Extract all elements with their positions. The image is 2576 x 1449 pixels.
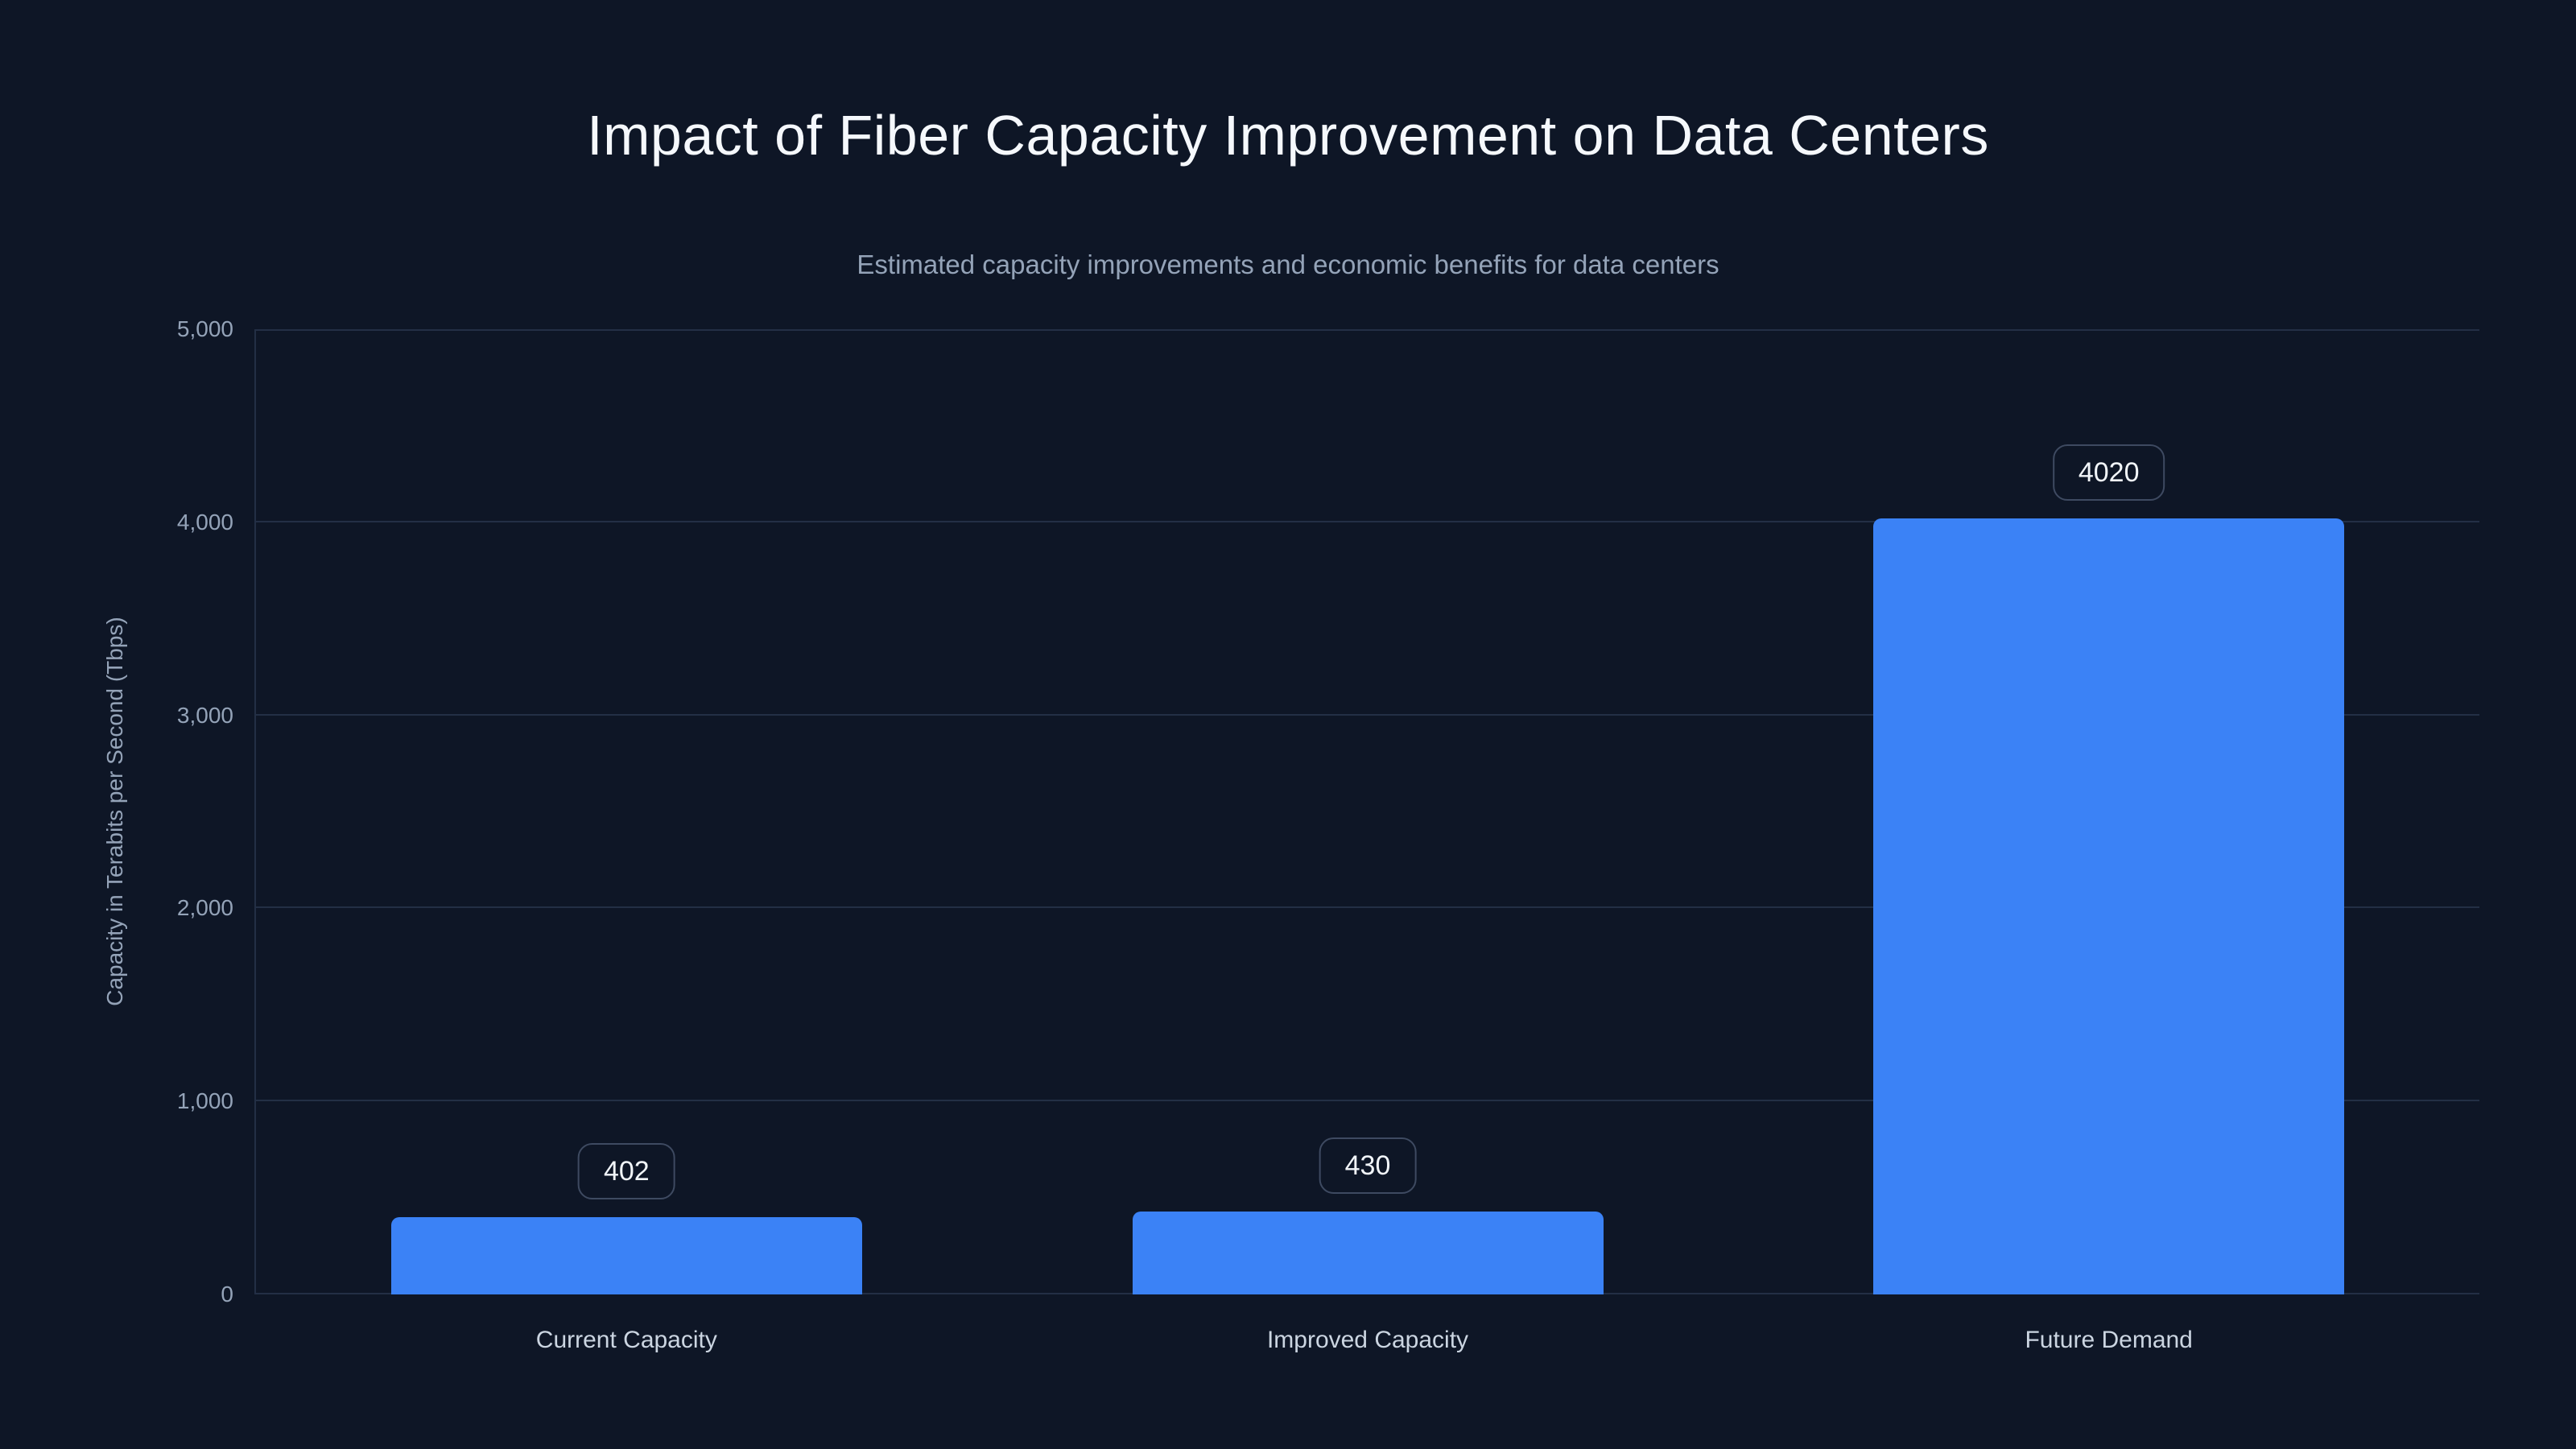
- value-badge: 4020: [2052, 444, 2165, 501]
- gridline: [256, 1100, 2479, 1102]
- y-axis-line: [254, 329, 256, 1294]
- gridline: [256, 906, 2479, 909]
- y-tick-label: 0: [221, 1282, 233, 1307]
- gridline: [256, 329, 2479, 331]
- bar-future-demand[interactable]: [1873, 518, 2345, 1294]
- x-category-label: Current Capacity: [535, 1327, 717, 1353]
- chart-title: Impact of Fiber Capacity Improvement on …: [587, 104, 1989, 167]
- chart-subtitle: Estimated capacity improvements and econ…: [857, 250, 1719, 279]
- plot-area: [254, 329, 2479, 1294]
- y-tick-label: 5,000: [176, 316, 233, 341]
- bar-improved-capacity[interactable]: [1132, 1211, 1604, 1294]
- y-axis-title: Capacity in Terabits per Second (Tbps): [102, 617, 127, 1006]
- y-tick-label: 2,000: [176, 895, 233, 921]
- gridline: [256, 520, 2479, 522]
- y-tick-label: 3,000: [176, 702, 233, 728]
- value-badge: 402: [577, 1142, 675, 1199]
- y-tick-label: 1,000: [176, 1088, 233, 1114]
- gridline: [256, 713, 2479, 716]
- y-tick-label: 4,000: [176, 509, 233, 535]
- bar-current-capacity[interactable]: [390, 1216, 862, 1294]
- x-category-label: Future Demand: [2025, 1327, 2193, 1353]
- value-badge: 430: [1319, 1137, 1417, 1194]
- x-category-label: Improved Capacity: [1266, 1327, 1469, 1353]
